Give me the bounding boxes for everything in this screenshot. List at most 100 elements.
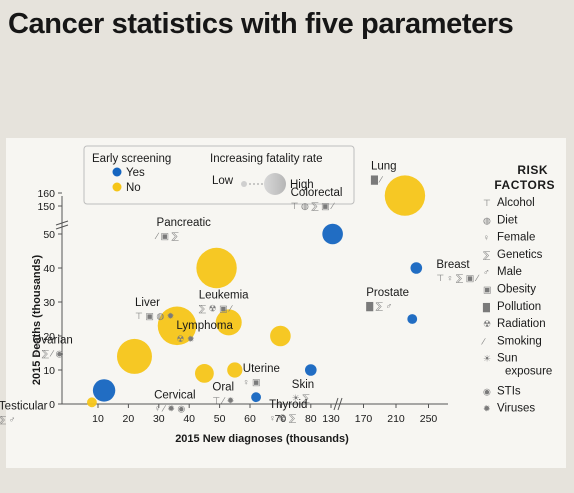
factory-icon: ▇ — [482, 302, 491, 313]
bubble-liver[interactable]: Liver ⊤ ▣ ◍ ✹ — [135, 297, 197, 346]
x-tick-label: 30 — [153, 413, 165, 425]
bubble-uterine-circle[interactable] — [227, 362, 243, 378]
legend-yes-swatch — [112, 167, 122, 177]
bubble-pancreatic-circle[interactable] — [196, 247, 237, 289]
bubble-prostate[interactable]: Prostate ▇ ⅀ ♂ — [365, 287, 418, 324]
bubble-cervical-risk-icons: ♀ ∕ ✹ ◉ — [154, 403, 185, 413]
bubble-lung-label: Lung — [371, 161, 397, 173]
bubble-pancreatic[interactable]: Pancreatic ∕ ▣ ⅀ — [155, 217, 237, 289]
bubble-ovarian-risk-icons: ♀ ⅀ ∕ ◉ — [32, 348, 63, 358]
bubble-uterine-label: Uterine — [243, 363, 280, 375]
bubble-pancreatic-risk-icons: ∕ ▣ ⅀ — [155, 231, 180, 241]
x-tick-label: 210 — [387, 413, 405, 425]
bubble-testicular-label: Testicular — [0, 400, 48, 412]
bubble-prostate-risk-icons: ▇ ⅀ ♂ — [365, 301, 392, 312]
x-axis-break — [333, 397, 343, 411]
bubble-thyroid[interactable]: Thyroid ♀ ☢ ⅀ — [251, 392, 307, 423]
risk-factor-radiation: Radiation — [497, 318, 546, 330]
bubble-breast-circle[interactable] — [410, 262, 423, 274]
bubble-uterine-risk-icons: ♀ ▣ — [243, 377, 261, 387]
male-icon: ♂ — [483, 267, 490, 277]
bubble-skin[interactable]: Skin ☀ ⅀ — [292, 364, 317, 403]
bubble-lymphoma-circle[interactable] — [270, 325, 291, 347]
x-tick-label: 70 — [275, 413, 287, 425]
x-tick-label: 250 — [420, 413, 438, 425]
tick-labels: 10 20 30 40 50 60 70 80 130 170 210 250 0 10 20 30 40 50 1… — [37, 188, 437, 425]
legend-fatality-title: Increasing fatality rate — [210, 153, 323, 165]
bubble-oral-risk-icons: ⊤ ∕ ✹ — [212, 395, 234, 405]
bubble-lymphoma-label: Lymphoma — [176, 320, 233, 332]
bubble-breast[interactable]: Breast ⊤ ♀ ⅀ ▣ ∕ — [410, 259, 480, 283]
y-tick-label: 0 — [49, 399, 55, 411]
legend-low-label: Low — [212, 175, 234, 187]
bubble-prostate-label: Prostate — [366, 287, 409, 299]
bubble-oral[interactable]: Oral ⊤ ∕ ✹ — [195, 364, 235, 405]
bubble-ovarian-circle[interactable] — [116, 338, 152, 374]
risk-factor-sun: Sun exposure — [497, 353, 552, 378]
bubble-colorectal-circle[interactable] — [322, 223, 343, 245]
x-tick-label: 10 — [92, 413, 104, 425]
bubble-leukemia-label: Leukemia — [199, 289, 249, 301]
bubble-thyroid-risk-icons: ♀ ☢ ⅀ — [269, 413, 297, 423]
legend-no-swatch — [112, 182, 122, 192]
bubble-colorectal[interactable]: Colorectal ⊤ ◍ ⅀ ▣ ∕ — [291, 187, 343, 245]
risk-title-line2: FACTORS — [494, 178, 555, 192]
bubble-skin-risk-icons: ☀ ⅀ — [292, 393, 311, 403]
x-axis-title: 2015 New diagnoses (thousands) — [175, 433, 349, 445]
bubble-oral-circle[interactable] — [195, 364, 214, 383]
x-tick-label: 20 — [123, 413, 135, 425]
risk-factor-male: Male — [497, 266, 522, 278]
bubble-skin-label: Skin — [292, 379, 314, 391]
bubble-ovarian[interactable]: Ovarian ♀ ⅀ ∕ ◉ — [32, 334, 152, 374]
bubble-skin-circle[interactable] — [305, 364, 317, 376]
bubble-testicular-circle[interactable] — [87, 397, 97, 408]
x-tick-label: 80 — [305, 413, 317, 425]
bubble-leukemia[interactable]: Leukemia ⅀ ☢ ▣ ∕ — [199, 289, 249, 336]
x-tick-label: 130 — [322, 413, 340, 425]
bubble-liver-risk-icons: ⊤ ▣ ◍ ✹ — [135, 311, 175, 321]
bubble-leukemia-circle[interactable] — [215, 309, 242, 336]
sun-icon: ☀ — [483, 354, 491, 364]
bubble-liver-circle[interactable] — [157, 306, 197, 346]
x-tick-label: 40 — [183, 413, 195, 425]
female-icon: ♀ — [483, 233, 490, 243]
bubble-lung-circle[interactable] — [384, 175, 426, 216]
diet-icon: ◍ — [483, 215, 491, 225]
bubble-lymphoma[interactable]: Lymphoma ☢ ✹ — [176, 320, 291, 347]
x-tick-label: 170 — [355, 413, 373, 425]
x-tick-label: 60 — [244, 413, 256, 425]
bubble-uterine[interactable]: Uterine ♀ ▣ — [227, 362, 280, 387]
y-axis-break — [55, 220, 69, 230]
y-tick-label: 40 — [43, 263, 55, 275]
bubble-thyroid-circle[interactable] — [251, 392, 261, 403]
risk-factor-genetics: Genetics — [497, 249, 543, 261]
bubble-prostate-circle[interactable] — [407, 314, 418, 324]
bubble-pancreatic-label: Pancreatic — [157, 217, 212, 229]
y-tick-label: 160 — [37, 188, 55, 200]
risk-factor-stis: STIs — [497, 385, 521, 397]
bubble-lymphoma-risk-icons: ☢ ✹ — [176, 334, 195, 344]
bubble-testicular[interactable]: Testicular ⅀ ♂ — [0, 397, 97, 424]
y-axis-title: 2015 Deaths (thousands) — [31, 255, 43, 386]
bubble-cervical[interactable]: Cervical ♀ ∕ ✹ ◉ — [92, 379, 196, 413]
risk-factor-alcohol: Alcohol — [497, 197, 535, 209]
risk-factor-pollution: Pollution — [497, 301, 541, 313]
dna-icon: ⅀ — [483, 250, 491, 260]
bubble-testicular-risk-icons: ⅀ ♂ — [0, 414, 15, 424]
bubble-thyroid-label: Thyroid — [269, 399, 307, 411]
bubble-lung[interactable]: Lung ▇ ∕ — [370, 161, 426, 216]
bubbles: Lung ▇ ∕ Pancreatic ∕ ▣ ⅀ Colorectal ⊤ ◍ ⅀ ▣ … — [0, 161, 480, 425]
bubble-cervical-circle[interactable] — [92, 379, 116, 402]
risk-title-line1: RISK — [517, 163, 548, 177]
bubble-lung-risk-icons: ▇ ∕ — [370, 175, 383, 186]
legend-high-label: High — [290, 179, 314, 191]
bubble-leukemia-risk-icons: ⅀ ☢ ▣ ∕ — [199, 303, 233, 313]
risk-factor-diet: Diet — [497, 214, 518, 226]
risk-factor-viruses: Viruses — [497, 403, 535, 415]
y-tick-label: 50 — [43, 229, 55, 241]
obesity-icon: ▣ — [483, 285, 492, 295]
bubble-oral-label: Oral — [212, 381, 234, 393]
radiation-icon: ☢ — [483, 319, 491, 329]
bubble-cervical-label: Cervical — [154, 389, 196, 401]
